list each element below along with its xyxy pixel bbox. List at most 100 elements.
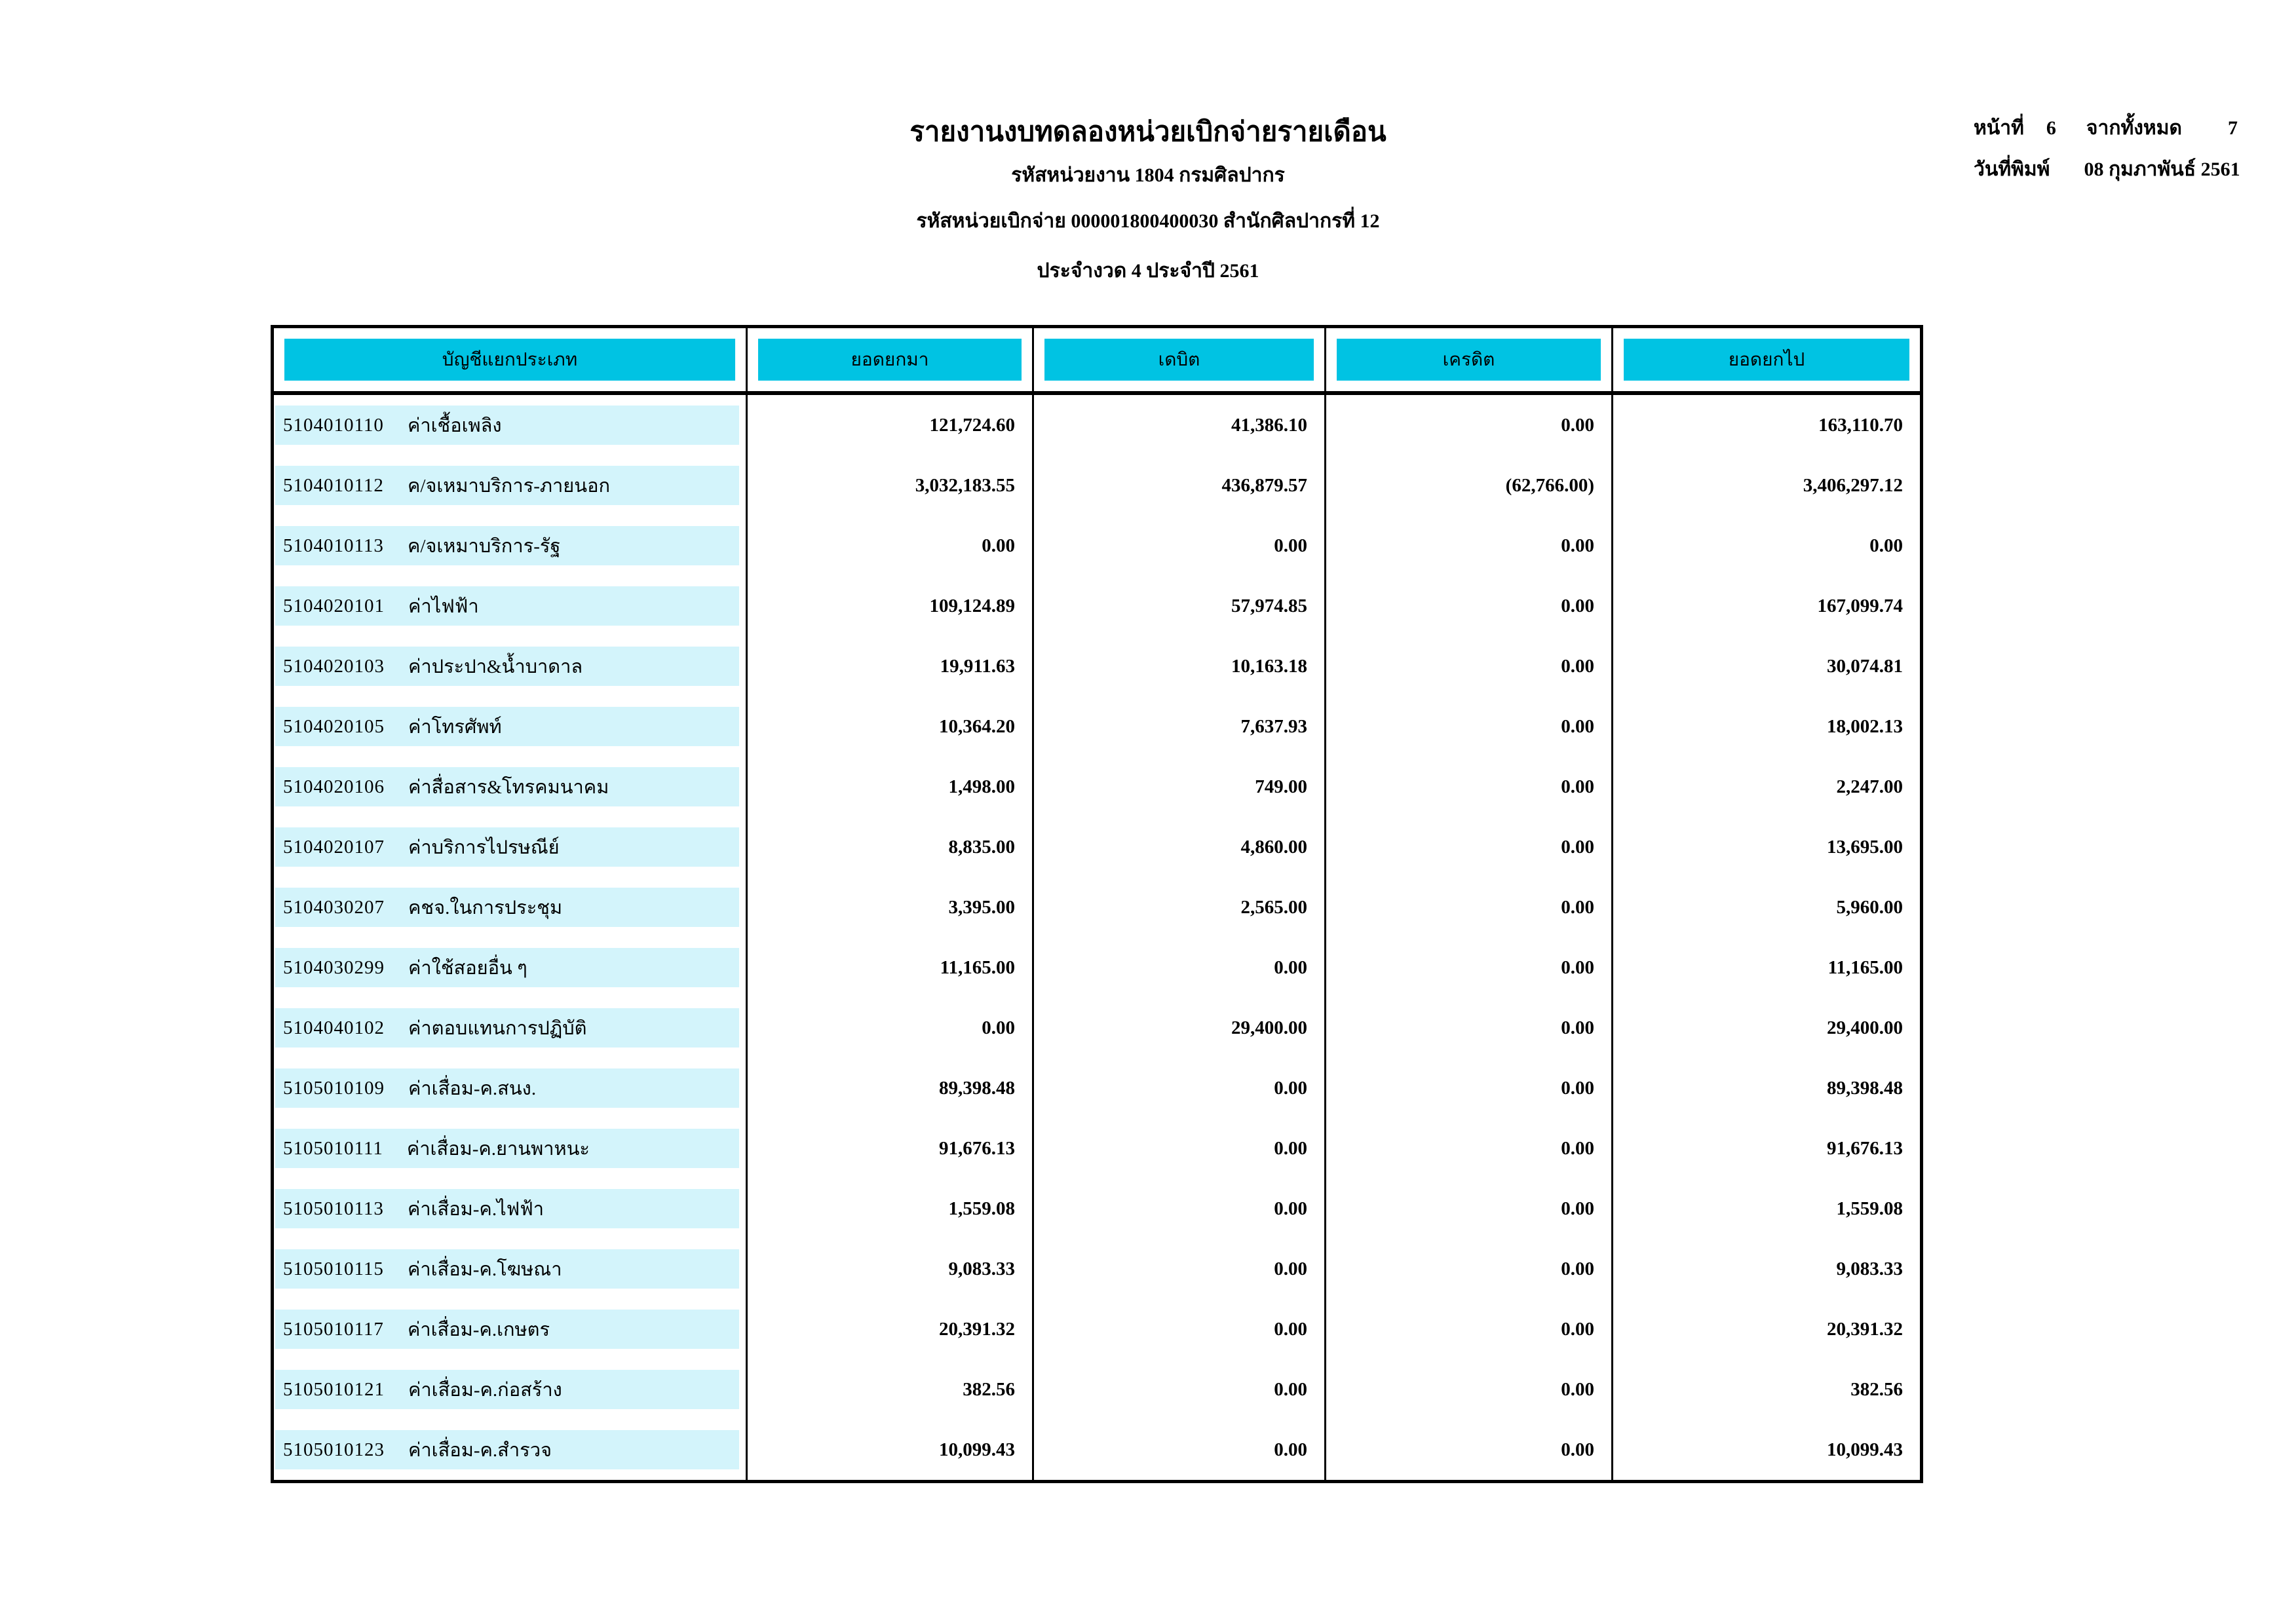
page-label: หน้าที่	[1974, 117, 2024, 139]
account-code: 5105010113	[283, 1198, 384, 1219]
account-cell: 5104020105 ค่าโทรศัพท์	[274, 696, 748, 757]
account-band: 5105010123 ค่าเสื่อม-ค.สำรวจ	[275, 1430, 739, 1469]
carried-forward-value: 20,391.32	[1827, 1318, 1903, 1340]
brought-forward-value: 121,724.60	[748, 395, 1034, 455]
account-name: ค่าเสื่อม-ค.ก่อสร้าง	[408, 1380, 562, 1401]
account-name: ค่าเชื้อเพลิง	[407, 415, 502, 436]
debit-value: 749.00	[1034, 757, 1326, 817]
header-label-brought-forward: ยอดยกมา	[758, 339, 1022, 381]
table-row: 5104020107 ค่าบริการไปรษณีย์ 8,835.00 4,…	[274, 817, 1920, 877]
debit-value: 29,400.00	[1034, 998, 1326, 1058]
header-label-credit: เครดิต	[1337, 339, 1601, 381]
account-band: 5104040102 ค่าตอบแทนการปฏิบัติ	[275, 1008, 739, 1048]
account-cell: 5105010121 ค่าเสื่อม-ค.ก่อสร้าง	[274, 1359, 748, 1420]
carried-forward-value: 163,110.70	[1818, 414, 1903, 436]
debit-value: 0.00	[1034, 1058, 1326, 1118]
trial-balance-table: บัญชีแยกประเภท ยอดยกมา เดบิต เครดิต ยอดย…	[271, 325, 1923, 1483]
table-row: 5105010113 ค่าเสื่อม-ค.ไฟฟ้า 1,559.08 0.…	[274, 1179, 1920, 1239]
brought-forward-value: 1,559.08	[748, 1179, 1034, 1239]
header-label-carried-forward: ยอดยกไป	[1624, 339, 1909, 381]
table-row: 5104010110 ค่าเชื้อเพลิง 121,724.60 41,3…	[274, 395, 1920, 455]
account-code: 5104010113	[283, 535, 384, 556]
carried-forward-value: 10,099.43	[1827, 1439, 1903, 1460]
brought-forward-value: 8,835.00	[748, 817, 1034, 877]
account-band: 5104020103 ค่าประปา&น้ำบาดาล	[275, 647, 739, 686]
account-code: 5104010110	[283, 414, 384, 436]
account-cell: 5104030207 คชจ.ในการประชุม	[274, 877, 748, 937]
account-cell: 5105010117 ค่าเสื่อม-ค.เกษตร	[274, 1299, 748, 1359]
account-code: 5105010123	[283, 1439, 385, 1460]
account-code: 5104040102	[283, 1017, 385, 1038]
header-cell-carried-forward: ยอดยกไป	[1613, 328, 1920, 391]
account-code: 5104020107	[283, 836, 385, 858]
table-row: 5105010121 ค่าเสื่อม-ค.ก่อสร้าง 382.56 0…	[274, 1359, 1920, 1420]
account-cell: 5105010123 ค่าเสื่อม-ค.สำรวจ	[274, 1420, 748, 1480]
table-row: 5105010123 ค่าเสื่อม-ค.สำรวจ 10,099.43 0…	[274, 1420, 1920, 1480]
carried-forward-value: 3,406,297.12	[1803, 474, 1903, 496]
account-band: 5104030207 คชจ.ในการประชุม	[275, 888, 739, 927]
credit-value: 0.00	[1326, 1118, 1613, 1179]
account-cell: 5104020103 ค่าประปา&น้ำบาดาล	[274, 636, 748, 696]
account-cell: 5105010111 ค่าเสื่อม-ค.ยานพาหนะ	[274, 1118, 748, 1179]
carried-forward-value: 18,002.13	[1827, 715, 1903, 737]
credit-value: 0.00	[1326, 1299, 1613, 1359]
account-cell: 5104010113 ค/จเหมาบริการ-รัฐ	[274, 516, 748, 576]
report-title: รายงานงบทดลองหน่วยเบิกจ่ายรายเดือน	[909, 117, 1387, 147]
account-code: 5104020106	[283, 776, 385, 797]
credit-value: 0.00	[1326, 395, 1613, 455]
account-code: 5104020105	[283, 715, 385, 737]
account-cell: 5104010112 ค/จเหมาบริการ-ภายนอก	[274, 455, 748, 516]
account-band: 5104020101 ค่าไฟฟ้า	[275, 586, 739, 626]
table-row: 5105010111 ค่าเสื่อม-ค.ยานพาหนะ 91,676.1…	[274, 1118, 1920, 1179]
account-band: 5105010115 ค่าเสื่อม-ค.โฆษณา	[275, 1249, 739, 1289]
table-body: 5104010110 ค่าเชื้อเพลิง 121,724.60 41,3…	[274, 395, 1920, 1480]
brought-forward-value: 20,391.32	[748, 1299, 1034, 1359]
account-code: 5104030207	[283, 896, 385, 918]
account-band: 5105010121 ค่าเสื่อม-ค.ก่อสร้าง	[275, 1370, 739, 1409]
credit-value: 0.00	[1326, 1359, 1613, 1420]
account-name: ค่าโทรศัพท์	[408, 717, 502, 738]
account-cell: 5105010115 ค่าเสื่อม-ค.โฆษณา	[274, 1239, 748, 1299]
carried-forward-value: 0.00	[1869, 535, 1903, 556]
account-name: ค่าเสื่อม-ค.โฆษณา	[407, 1259, 562, 1280]
debit-value: 57,974.85	[1034, 576, 1326, 636]
account-name: ค่าใช้สอยอื่น ๆ	[408, 958, 527, 979]
account-cell: 5105010113 ค่าเสื่อม-ค.ไฟฟ้า	[274, 1179, 748, 1239]
credit-value: 0.00	[1326, 696, 1613, 757]
print-date: 08 กุมภาพันธ์ 2561	[2084, 159, 2240, 180]
brought-forward-value: 1,498.00	[748, 757, 1034, 817]
account-name: ค่าบริการไปรษณีย์	[408, 837, 560, 858]
table-header-row: บัญชีแยกประเภท ยอดยกมา เดบิต เครดิต ยอดย…	[274, 328, 1920, 395]
agency-code-line: รหัสหน่วยงาน 1804 กรมศิลปากร	[1011, 164, 1285, 186]
credit-value: 0.00	[1326, 1239, 1613, 1299]
brought-forward-value: 91,676.13	[748, 1118, 1034, 1179]
debit-value: 4,860.00	[1034, 817, 1326, 877]
brought-forward-value: 11,165.00	[748, 937, 1034, 998]
account-cell: 5104020106 ค่าสื่อสาร&โทรคมนาคม	[274, 757, 748, 817]
brought-forward-value: 3,395.00	[748, 877, 1034, 937]
account-name: ค่าเสื่อม-ค.สำรวจ	[408, 1440, 552, 1461]
account-band: 5105010111 ค่าเสื่อม-ค.ยานพาหนะ	[275, 1129, 739, 1168]
brought-forward-value: 109,124.89	[748, 576, 1034, 636]
credit-value: 0.00	[1326, 1179, 1613, 1239]
debit-value: 0.00	[1034, 1359, 1326, 1420]
brought-forward-value: 9,083.33	[748, 1239, 1034, 1299]
account-cell: 5104020107 ค่าบริการไปรษณีย์	[274, 817, 748, 877]
carried-forward-value: 13,695.00	[1827, 836, 1903, 858]
debit-value: 0.00	[1034, 1239, 1326, 1299]
carried-forward-value: 382.56	[1850, 1378, 1903, 1400]
brought-forward-value: 3,032,183.55	[748, 455, 1034, 516]
account-code: 5104020101	[283, 595, 385, 616]
header-cell-debit: เดบิต	[1034, 328, 1326, 391]
debit-value: 0.00	[1034, 516, 1326, 576]
account-name: ค/จเหมาบริการ-รัฐ	[407, 536, 561, 557]
table-row: 5105010109 ค่าเสื่อม-ค.สนง. 89,398.48 0.…	[274, 1058, 1920, 1118]
header-label-debit: เดบิต	[1044, 339, 1314, 381]
table-row: 5104040102 ค่าตอบแทนการปฏิบัติ 0.00 29,4…	[274, 998, 1920, 1058]
account-code: 5105010115	[283, 1258, 384, 1279]
total-pages-label: จากทั้งหมด	[2086, 117, 2182, 139]
table-row: 5105010115 ค่าเสื่อม-ค.โฆษณา 9,083.33 0.…	[274, 1239, 1920, 1299]
account-name: ค่าประปา&น้ำบาดาล	[408, 656, 583, 677]
debit-value: 0.00	[1034, 1179, 1326, 1239]
carried-forward-value: 2,247.00	[1836, 776, 1904, 797]
